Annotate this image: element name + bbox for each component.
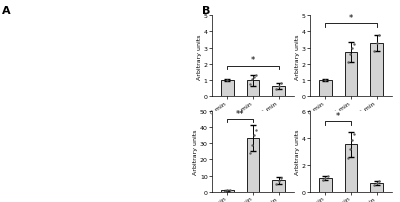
- Point: [227, 188, 233, 191]
- Text: *: *: [336, 112, 340, 121]
- Point: [322, 79, 328, 82]
- Bar: [370, 183, 383, 192]
- Bar: [246, 81, 260, 97]
- Bar: [246, 139, 260, 192]
- Text: B: B: [202, 6, 210, 16]
- Point: [325, 175, 331, 178]
- Bar: [344, 53, 358, 97]
- Bar: [370, 44, 383, 97]
- X-axis label: Nucleus- LysRS: Nucleus- LysRS: [322, 122, 380, 131]
- Bar: [272, 181, 285, 192]
- Point: [224, 189, 230, 192]
- Point: [376, 34, 382, 37]
- Point: [252, 129, 259, 132]
- Point: [349, 139, 355, 142]
- Bar: [319, 178, 332, 192]
- Point: [320, 179, 326, 182]
- Point: [278, 177, 284, 180]
- Point: [276, 85, 282, 88]
- Text: **: **: [236, 109, 244, 118]
- Point: [371, 50, 377, 53]
- Point: [222, 189, 228, 192]
- Point: [273, 88, 279, 91]
- Point: [249, 143, 255, 147]
- Y-axis label: Arbitrary units: Arbitrary units: [295, 129, 300, 174]
- Text: *: *: [349, 14, 353, 23]
- Point: [249, 78, 255, 82]
- Text: A: A: [2, 6, 10, 16]
- Bar: [272, 86, 285, 97]
- Point: [376, 180, 382, 183]
- Bar: [221, 81, 234, 97]
- Y-axis label: Arbitrary units: Arbitrary units: [194, 129, 198, 174]
- Point: [345, 157, 352, 160]
- Text: *: *: [251, 56, 255, 65]
- Point: [350, 44, 357, 47]
- Point: [349, 47, 355, 50]
- Point: [252, 74, 259, 77]
- X-axis label: Cytoplasm- LysRS: Cytoplasm- LysRS: [219, 122, 287, 131]
- Point: [251, 76, 257, 79]
- Bar: [344, 145, 358, 192]
- Bar: [221, 190, 234, 192]
- Point: [278, 82, 284, 86]
- Bar: [319, 81, 332, 97]
- Point: [345, 61, 352, 65]
- Y-axis label: Arbitrary units: Arbitrary units: [295, 34, 300, 79]
- Point: [247, 83, 254, 86]
- Point: [374, 182, 380, 185]
- Point: [273, 182, 279, 185]
- Point: [371, 184, 377, 187]
- Y-axis label: Arbitrary units: Arbitrary units: [197, 34, 202, 79]
- Point: [247, 152, 254, 155]
- Point: [322, 177, 328, 180]
- Point: [276, 180, 282, 183]
- Point: [347, 147, 353, 150]
- Point: [251, 134, 257, 137]
- Point: [347, 53, 353, 57]
- Point: [224, 79, 230, 82]
- Point: [374, 42, 380, 45]
- Point: [350, 132, 357, 136]
